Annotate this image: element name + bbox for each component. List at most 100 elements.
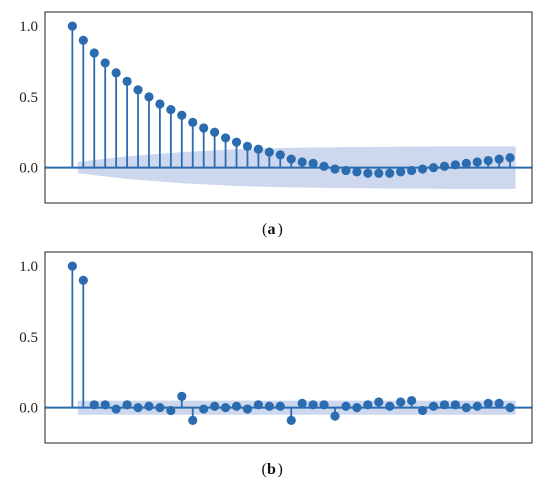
panel-a-ytick-label: 0.0 bbox=[19, 161, 38, 177]
panel-b-point bbox=[341, 401, 351, 411]
panel-b-frame bbox=[44, 251, 533, 444]
caption-a: ( a ) bbox=[262, 221, 283, 238]
panel-a-point bbox=[407, 165, 417, 176]
panel-a-point bbox=[231, 137, 242, 147]
panel-b-point bbox=[166, 405, 176, 416]
svg-text:): ) bbox=[278, 461, 283, 478]
panel-b-ytick-label: 0.0 bbox=[19, 401, 38, 417]
panel-a-point bbox=[341, 165, 351, 176]
panel-a-point bbox=[472, 157, 482, 167]
panel-b-point bbox=[450, 400, 460, 410]
panel-b-point bbox=[494, 398, 504, 408]
panel-b-ytick-label: 0.5 bbox=[19, 330, 38, 346]
panel-b-point bbox=[352, 403, 362, 413]
panel-a-point bbox=[396, 167, 406, 177]
panel-a-point bbox=[494, 154, 504, 164]
panel-a-point bbox=[286, 154, 296, 164]
panel-b-point bbox=[111, 404, 121, 414]
panel-a-point bbox=[199, 123, 209, 133]
panel-a-point bbox=[330, 164, 340, 174]
panel-a-point bbox=[188, 117, 198, 127]
panel-a-point bbox=[352, 167, 362, 177]
panel-b-point bbox=[100, 400, 110, 410]
panel-a-point bbox=[363, 168, 373, 178]
panel-b-point bbox=[264, 401, 274, 411]
panel-b-point bbox=[242, 404, 253, 414]
panel-b-point bbox=[210, 401, 220, 411]
panel-a-point bbox=[155, 99, 165, 109]
panel-b-point bbox=[275, 401, 285, 411]
panel-a-point bbox=[144, 92, 154, 102]
panel-b-point bbox=[231, 401, 242, 411]
panel-b-point bbox=[439, 400, 450, 410]
panel-b-point bbox=[363, 400, 373, 410]
panel-a-point bbox=[133, 85, 143, 95]
panel-b-point bbox=[472, 401, 482, 411]
svg-text:(: ( bbox=[262, 461, 267, 478]
panel-b-point bbox=[319, 400, 329, 410]
panel-a-frame bbox=[44, 11, 533, 204]
panel-a-point bbox=[505, 153, 515, 163]
panel-b-point bbox=[330, 411, 340, 421]
panel-a-point bbox=[111, 68, 121, 78]
panel-b-point bbox=[220, 403, 231, 413]
panel-a-point bbox=[264, 147, 274, 157]
panel-a-point bbox=[122, 76, 132, 86]
panel-b-point bbox=[483, 398, 493, 408]
svg-text:): ) bbox=[278, 221, 283, 238]
panel-a-point bbox=[385, 168, 395, 178]
panel-b-point bbox=[199, 404, 209, 414]
panel-a-ytick-label: 1.0 bbox=[19, 19, 38, 35]
panel-b-point bbox=[155, 403, 165, 413]
panel-a-point bbox=[439, 161, 450, 171]
panel-b-point bbox=[505, 403, 515, 413]
panel-a-point bbox=[275, 150, 285, 160]
panel-b-point bbox=[428, 401, 439, 411]
panel-a-point bbox=[428, 163, 439, 173]
panel-a-point bbox=[297, 157, 307, 167]
panel-b-point bbox=[461, 403, 471, 413]
panel-a-point bbox=[100, 58, 110, 68]
panel-a-point bbox=[319, 161, 329, 171]
panel-a-point bbox=[253, 144, 264, 154]
panel-b-point bbox=[417, 405, 428, 416]
svg-text:(: ( bbox=[262, 221, 267, 238]
panel-a-point bbox=[78, 35, 88, 45]
caption-b: ( b ) bbox=[262, 461, 283, 478]
panel-b-point bbox=[297, 398, 307, 408]
panel-a-point bbox=[210, 127, 220, 137]
panel-a-point bbox=[67, 21, 77, 31]
panel-a-point bbox=[308, 158, 318, 168]
panel-b-point bbox=[67, 261, 77, 271]
panel-a-point bbox=[89, 48, 99, 58]
caption-a-label: a bbox=[268, 221, 276, 238]
panel-b-point bbox=[122, 400, 132, 410]
panel-a-point bbox=[220, 133, 231, 143]
panel-b-point bbox=[78, 275, 88, 285]
panel-b-plot: 0.0 0.5 1.0 bbox=[19, 251, 533, 444]
panel-b-point bbox=[385, 401, 395, 411]
panel-a-point bbox=[177, 110, 187, 120]
panel-a-plot: 0.0 0.5 1.0 bbox=[19, 11, 533, 204]
panel-b-point bbox=[89, 400, 99, 410]
panel-b-point bbox=[177, 391, 187, 401]
panel-b-point bbox=[188, 415, 198, 425]
panel-b-point bbox=[308, 400, 318, 410]
panel-b-point bbox=[396, 397, 406, 407]
panel-a-ytick-label: 0.5 bbox=[19, 90, 38, 106]
panel-b-point bbox=[374, 397, 384, 407]
panel-a-point bbox=[450, 160, 460, 170]
panel-a-point bbox=[417, 164, 428, 174]
panel-a-point bbox=[483, 155, 493, 166]
panel-b-point bbox=[253, 400, 264, 410]
panel-a-point bbox=[242, 141, 253, 152]
panel-a-point bbox=[166, 105, 176, 115]
panel-a-point bbox=[374, 168, 384, 178]
panel-a-point bbox=[461, 158, 471, 168]
panel-b-point bbox=[133, 403, 143, 413]
panel-b-ytick-label: 1.0 bbox=[19, 259, 38, 275]
panel-b-point bbox=[407, 395, 417, 406]
caption-b-label: b bbox=[267, 461, 276, 478]
